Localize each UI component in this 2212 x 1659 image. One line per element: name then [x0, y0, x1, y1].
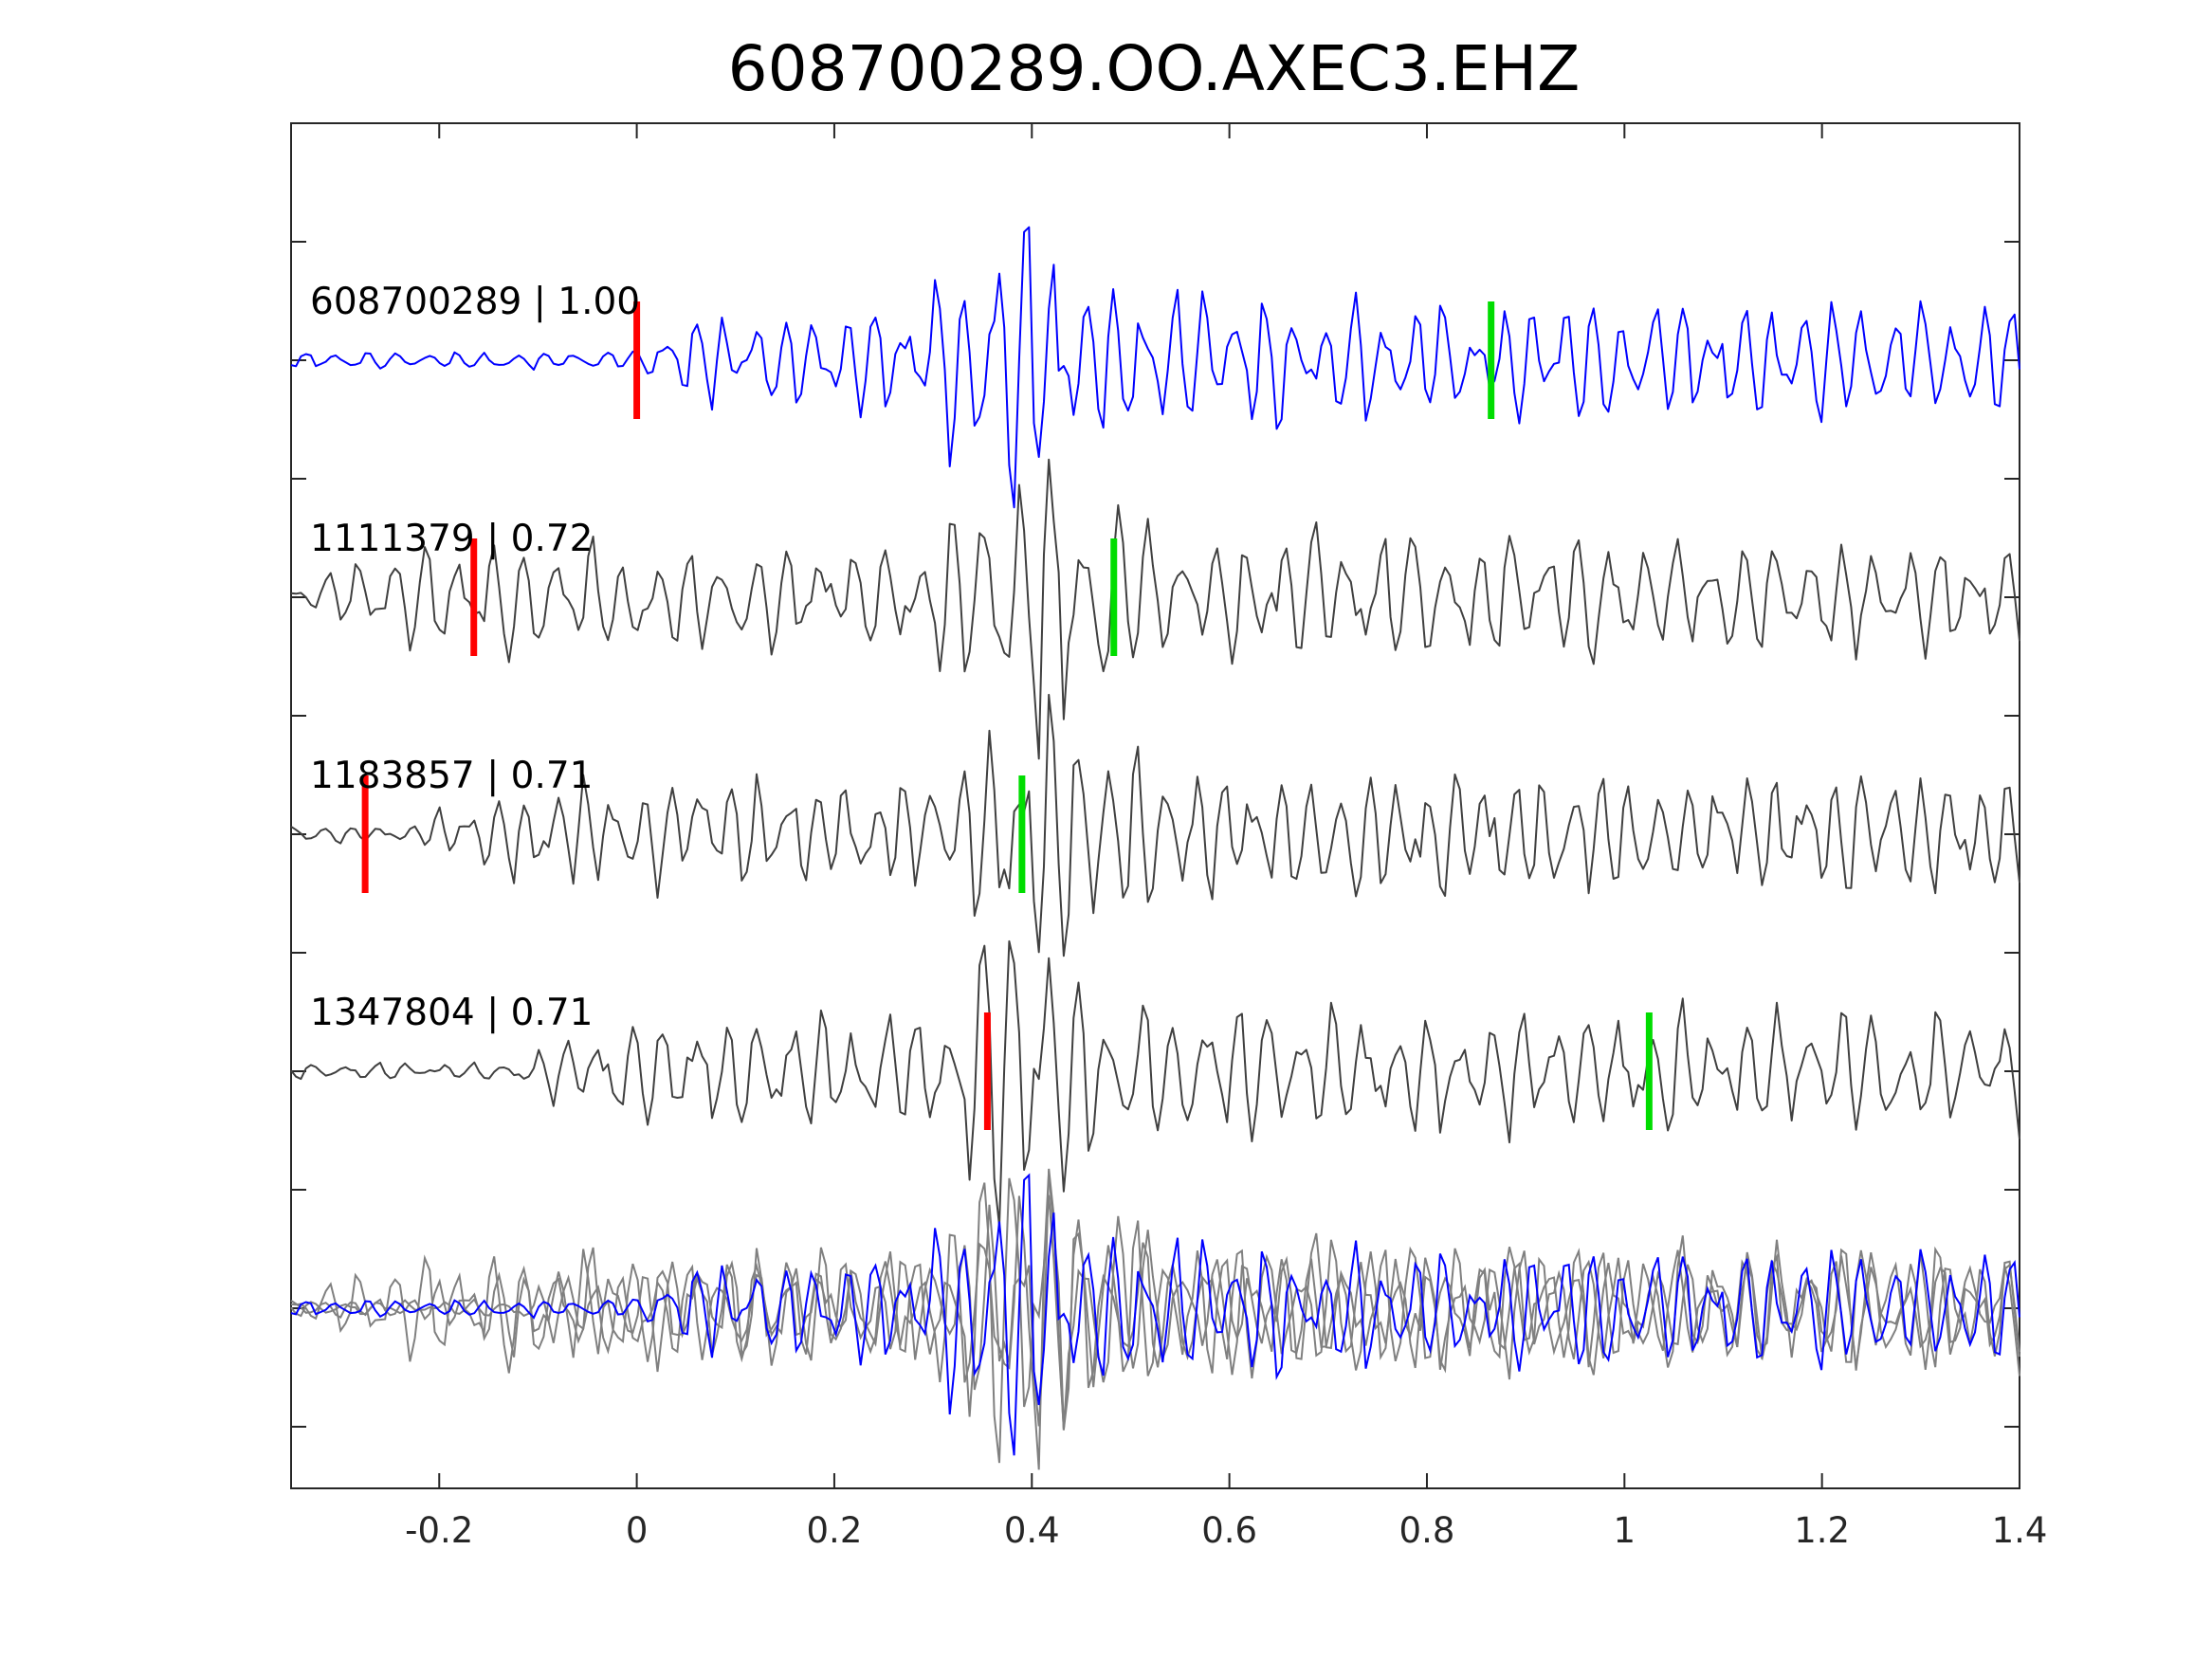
chart-title: 608700289.OO.AXEC3.EHZ — [728, 32, 1581, 105]
trace-label-1347804: 1347804 | 0.71 — [310, 992, 593, 1034]
stack-waveform-608700289 — [290, 1173, 2020, 1456]
waveform-1183857 — [290, 693, 2020, 957]
axes — [290, 122, 2020, 1489]
waveform-608700289 — [290, 226, 2020, 509]
waveform-1111379 — [290, 458, 2020, 760]
stacked-waveforms — [290, 1168, 2020, 1470]
x-tick-label: 1.2 — [1794, 1510, 1850, 1551]
waveform-traces — [290, 226, 2020, 1228]
trace-label-608700289: 608700289 | 1.00 — [310, 281, 640, 323]
plot-frame — [290, 122, 2020, 1489]
x-tick-label: 0.6 — [1201, 1510, 1257, 1551]
stack-waveform-1347804 — [290, 1177, 2020, 1464]
x-tick-label: 0.8 — [1399, 1510, 1455, 1551]
phase-picks — [361, 301, 1653, 1130]
x-axis-ticks: -0.2 0 0.2 0.4 0.6 0.8 1 1.2 1.4 — [405, 123, 2047, 1551]
trace-labels: 608700289 | 1.00 1111379 | 0.72 1183857 | … — [310, 281, 640, 1034]
x-tick-label: 0 — [626, 1510, 649, 1551]
x-tick-label: 0.2 — [807, 1510, 863, 1551]
trace-label-1111379: 1111379 | 0.72 — [310, 518, 593, 560]
trace-label-1183857: 1183857 | 0.71 — [310, 755, 593, 797]
x-tick-label: 0.4 — [1004, 1510, 1060, 1551]
waveform-1347804 — [290, 939, 2020, 1228]
x-tick-label: 1 — [1614, 1510, 1636, 1551]
x-tick-label: -0.2 — [405, 1510, 473, 1551]
x-tick-label: 1.4 — [1992, 1510, 2048, 1551]
stack-waveform-1111379 — [290, 1170, 2020, 1470]
stack-waveform-1183857 — [290, 1168, 2020, 1431]
